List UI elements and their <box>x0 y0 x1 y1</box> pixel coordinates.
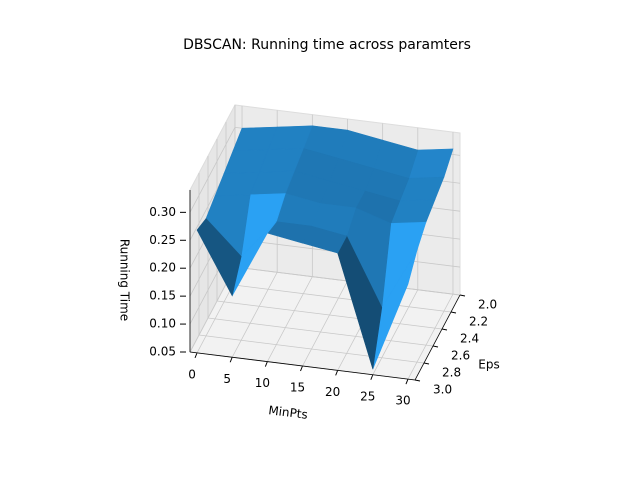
x-tick <box>300 365 303 372</box>
grid-line <box>225 283 452 313</box>
z-axis-label: Running Time <box>118 239 132 321</box>
grid-line <box>407 293 454 380</box>
x-tick-label: 30 <box>395 394 410 408</box>
y-tick-label: 2.4 <box>460 332 479 346</box>
y-tick <box>450 311 457 314</box>
x-tick-label: 20 <box>325 385 340 399</box>
z-tick-label: 0.20 <box>149 261 176 275</box>
y-tick <box>459 294 466 297</box>
axis-line <box>414 294 461 381</box>
y-tick <box>432 345 439 348</box>
grid-line <box>216 300 443 330</box>
y-axis-label: Eps <box>478 358 499 372</box>
x-tick-label: 0 <box>188 367 196 381</box>
grid-line <box>372 289 419 375</box>
z-tick-label: 0.30 <box>149 205 176 219</box>
y-tick-label: 2.2 <box>469 315 488 329</box>
grid-line <box>198 334 425 364</box>
x-tick-label: 10 <box>255 376 270 390</box>
x-tick-label: 5 <box>223 372 231 386</box>
surface-patch <box>196 218 242 297</box>
x-tick <box>405 378 409 385</box>
grid-line <box>189 127 236 213</box>
x-tick <box>370 374 374 380</box>
x-tick <box>264 361 268 367</box>
grid-line <box>266 276 313 362</box>
z-tick-label: 0.15 <box>149 289 176 303</box>
x-tick <box>335 370 339 376</box>
x-tick <box>229 357 233 363</box>
x-tick-label: 15 <box>290 381 305 395</box>
grid-line <box>207 317 434 347</box>
axis-line <box>189 351 416 381</box>
z-tick-label: 0.05 <box>149 345 176 359</box>
y-tick-label: 2.6 <box>451 349 470 363</box>
z-tick-label: 0.25 <box>149 233 176 247</box>
grid-line <box>302 280 348 367</box>
z-tick-label: 0.10 <box>149 317 176 331</box>
grid-line <box>231 272 278 358</box>
y-tick <box>414 379 421 382</box>
y-tick <box>441 328 448 331</box>
x-tick-label: 25 <box>360 389 375 403</box>
y-tick-label: 3.0 <box>433 383 452 397</box>
x-tick <box>194 352 198 359</box>
chart-title: DBSCAN: Running time across paramters <box>183 37 471 53</box>
y-tick-label: 2.0 <box>478 298 497 312</box>
x-axis-label: MinPts <box>268 403 309 422</box>
y-tick <box>423 362 430 365</box>
y-tick-label: 2.8 <box>442 366 461 380</box>
